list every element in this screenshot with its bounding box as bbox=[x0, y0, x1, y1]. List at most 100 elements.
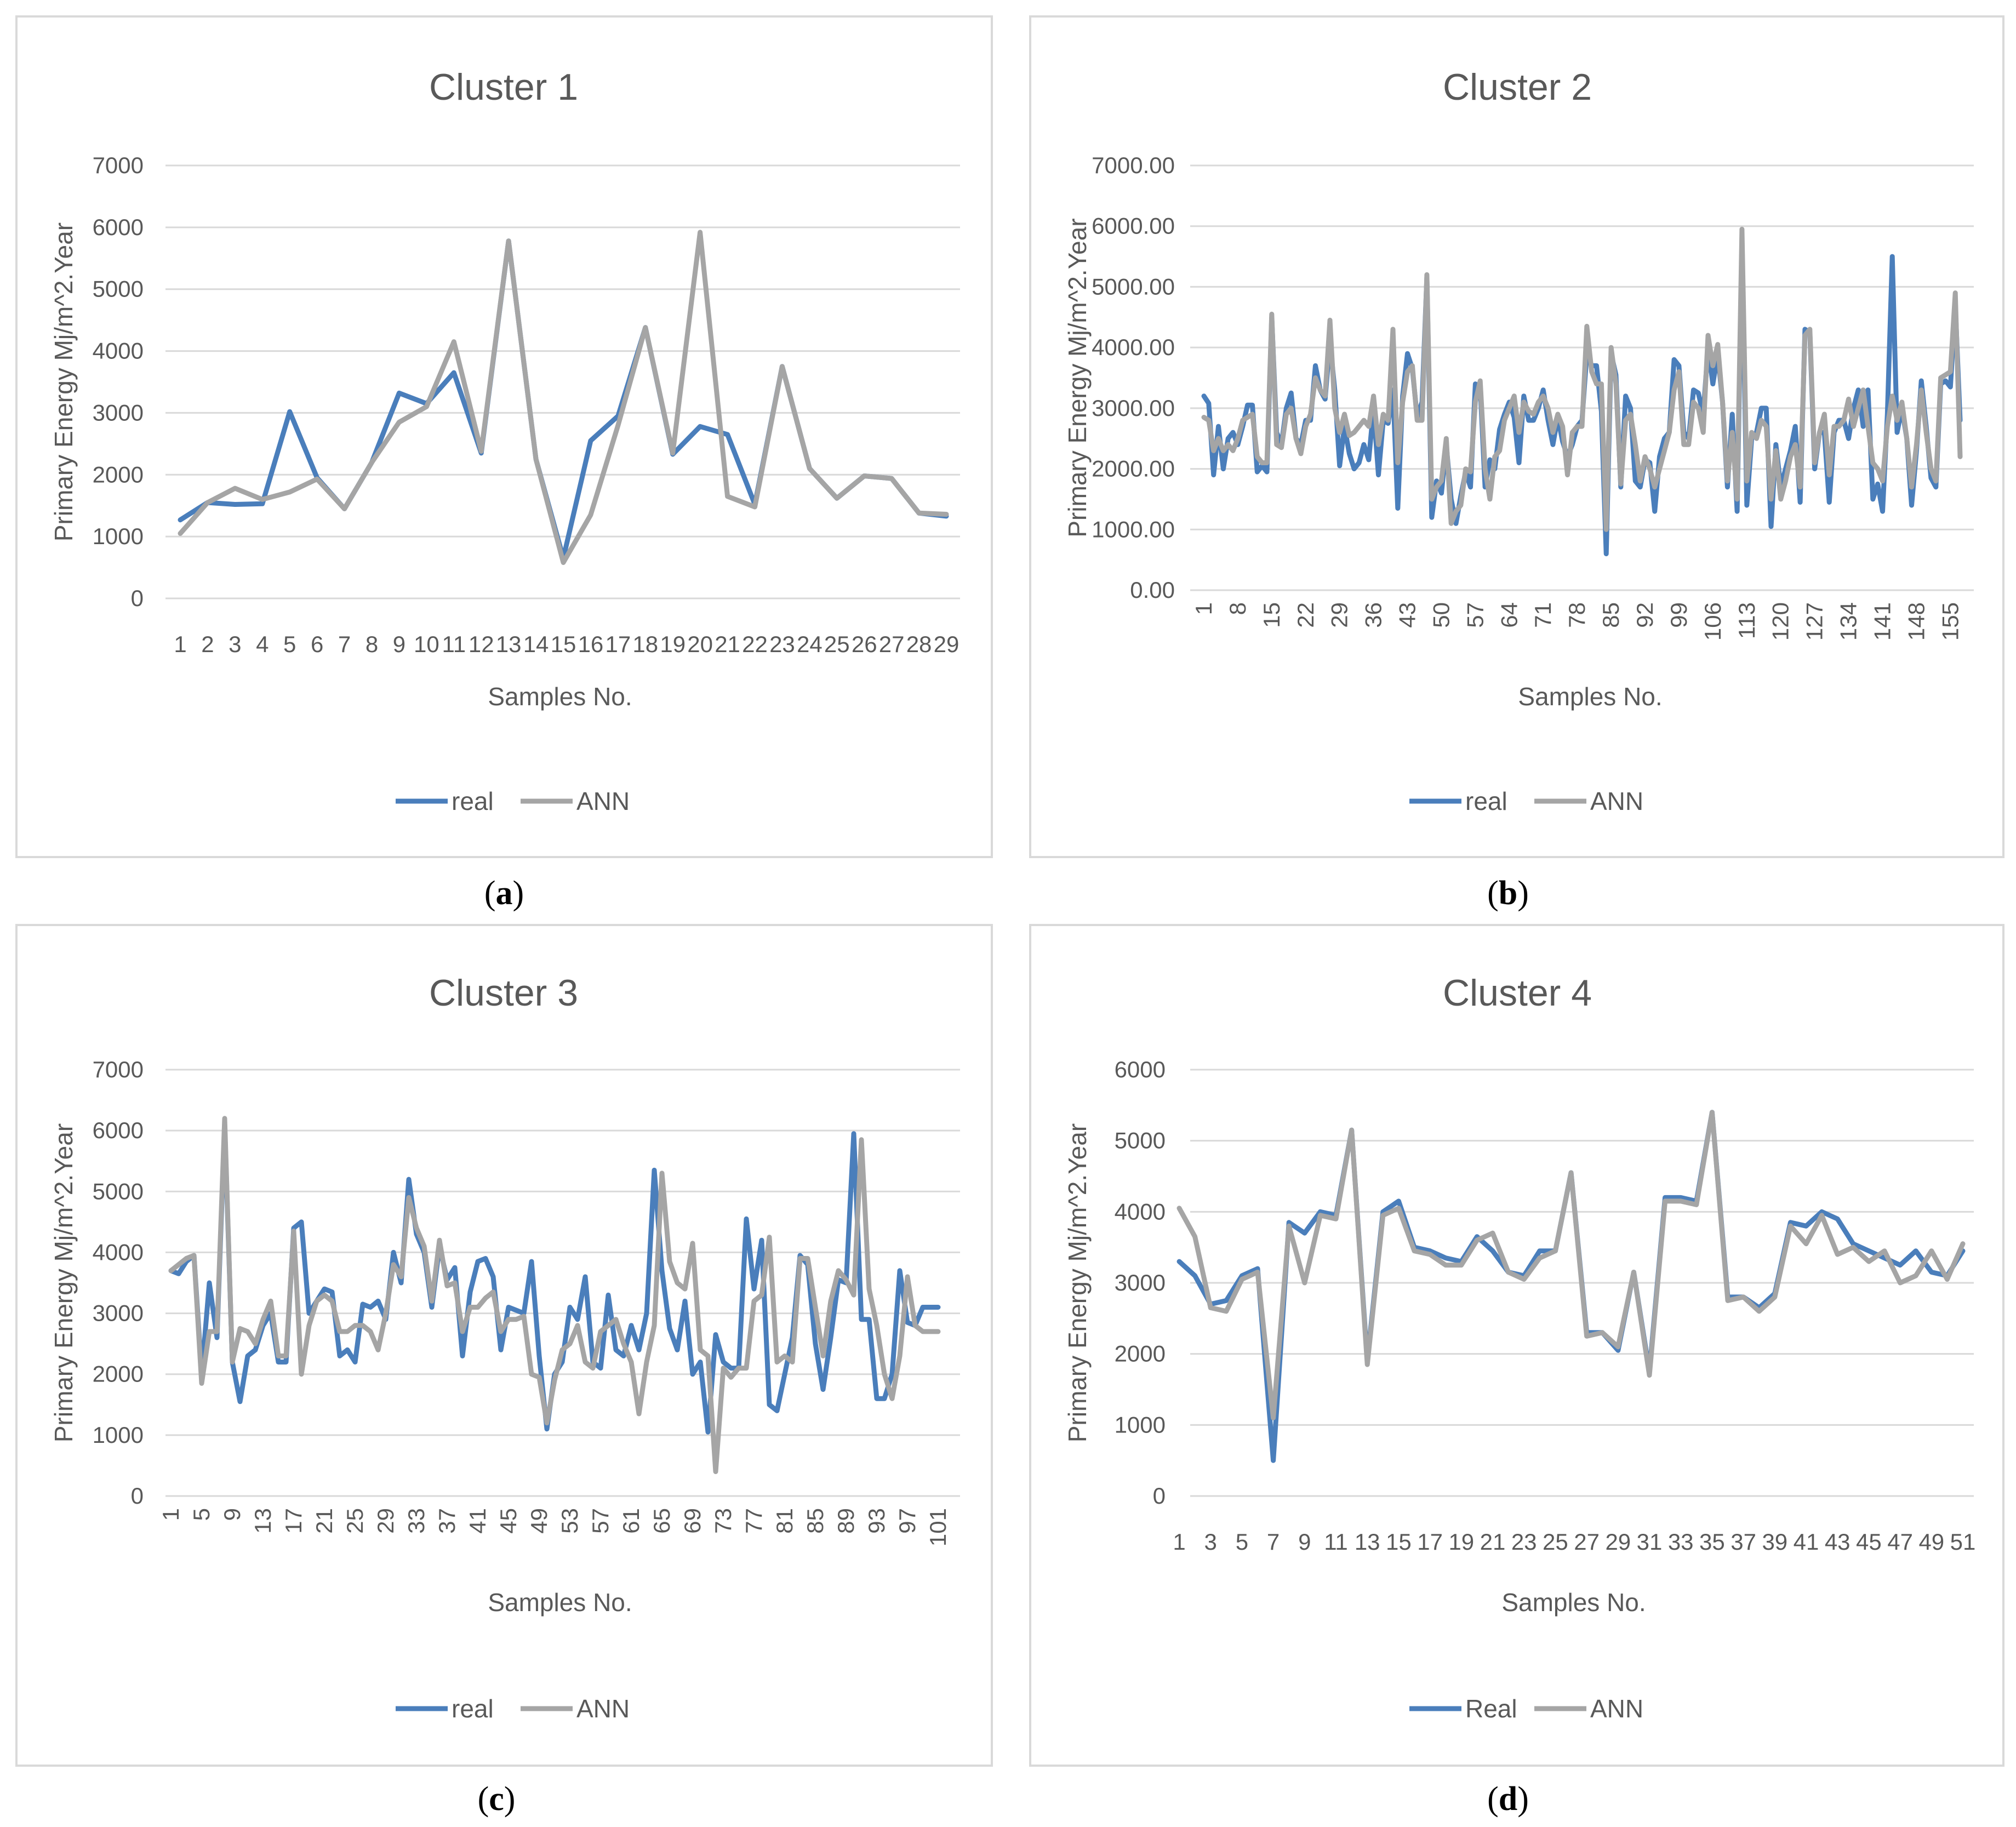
y-tick-label: 1000 bbox=[93, 523, 144, 549]
y-axis-title: Primary Energy Mj/m^2.Year bbox=[1063, 218, 1092, 537]
x-tick-label: 29 bbox=[1327, 602, 1352, 628]
x-tick-label: 17 bbox=[281, 1508, 306, 1534]
x-tick-label: 18 bbox=[632, 631, 658, 657]
x-tick-label: 41 bbox=[465, 1508, 490, 1534]
x-tick-label: 15 bbox=[1386, 1529, 1412, 1555]
x-tick-label: 17 bbox=[1417, 1529, 1443, 1555]
y-axis-title: Primary Energy Mj/m^2.Year bbox=[49, 222, 78, 541]
x-tick-label: 24 bbox=[797, 631, 823, 657]
y-axis-title: Primary Energy Mj/m^2.Year bbox=[49, 1123, 78, 1442]
y-tick-label: 4000 bbox=[1115, 1198, 1166, 1224]
y-tick-label: 6000 bbox=[93, 214, 144, 240]
y-tick-label: 0 bbox=[131, 585, 144, 611]
x-tick-label: 73 bbox=[710, 1508, 736, 1534]
x-tick-label: 16 bbox=[578, 631, 604, 657]
x-tick-label: 13 bbox=[1355, 1529, 1380, 1555]
x-tick-label: 71 bbox=[1530, 602, 1556, 628]
legend-label-real: real bbox=[1465, 787, 1507, 815]
x-tick-label: 127 bbox=[1802, 602, 1827, 641]
x-axis-title: Samples No. bbox=[1518, 682, 1662, 711]
y-tick-label: 7000 bbox=[93, 1057, 144, 1082]
x-tick-label: 14 bbox=[523, 631, 549, 657]
x-tick-label: 141 bbox=[1869, 602, 1895, 641]
x-tick-label: 2 bbox=[201, 631, 214, 657]
x-tick-label: 21 bbox=[1480, 1529, 1506, 1555]
y-tick-label: 3000.00 bbox=[1092, 395, 1175, 421]
y-tick-label: 2000 bbox=[1115, 1341, 1166, 1367]
legend-label-ann: ANN bbox=[576, 1694, 630, 1723]
y-tick-label: 4000.00 bbox=[1092, 334, 1175, 360]
y-tick-label: 6000.00 bbox=[1092, 213, 1175, 239]
chart-title: Cluster 1 bbox=[429, 66, 578, 108]
y-tick-label: 0 bbox=[131, 1483, 144, 1509]
legend-label-ann: ANN bbox=[1590, 1694, 1643, 1723]
x-tick-label: 22 bbox=[742, 631, 768, 657]
x-tick-label: 5 bbox=[1236, 1529, 1248, 1555]
x-tick-label: 10 bbox=[414, 631, 439, 657]
x-tick-label: 57 bbox=[1462, 602, 1488, 628]
x-tick-label: 25 bbox=[1543, 1529, 1568, 1555]
x-tick-label: 9 bbox=[1298, 1529, 1311, 1555]
x-tick-label: 35 bbox=[1699, 1529, 1725, 1555]
x-tick-label: 37 bbox=[1731, 1529, 1756, 1555]
x-tick-label: 45 bbox=[495, 1508, 521, 1534]
chart-title: Cluster 3 bbox=[429, 972, 578, 1014]
x-tick-label: 12 bbox=[469, 631, 494, 657]
chart-cluster-2: Cluster 2 0.00 1000.00 2000.00 3000.00 4000.0… bbox=[1063, 66, 1974, 815]
x-tick-label: 11 bbox=[442, 631, 466, 657]
x-tick-label: 17 bbox=[605, 631, 631, 657]
chart-title: Cluster 4 bbox=[1443, 972, 1592, 1014]
y-tick-label: 6000 bbox=[1115, 1057, 1166, 1082]
x-tick-label: 49 bbox=[1918, 1529, 1944, 1555]
x-tick-label: 21 bbox=[715, 631, 740, 657]
x-tick-label: 9 bbox=[393, 631, 406, 657]
x-tick-label: 15 bbox=[1259, 602, 1284, 628]
y-tick-label: 5000 bbox=[93, 1178, 144, 1204]
x-tick-label: 33 bbox=[403, 1508, 429, 1534]
chart-title: Cluster 2 bbox=[1443, 66, 1592, 108]
x-tick-label: 81 bbox=[772, 1508, 797, 1534]
legend-label-real: real bbox=[452, 1694, 494, 1723]
x-tick-label: 41 bbox=[1794, 1529, 1819, 1555]
x-tick-label: 1 bbox=[174, 631, 186, 657]
x-tick-label: 47 bbox=[1887, 1529, 1913, 1555]
x-tick-label: 15 bbox=[551, 631, 576, 657]
y-tick-label: 1000 bbox=[93, 1422, 144, 1448]
x-tick-label: 113 bbox=[1734, 602, 1760, 639]
chart-panel-d: Cluster 4 0 1000 2000 3000 4000 5000 6000 1 3 5 7 9 1… bbox=[1029, 924, 2004, 1767]
x-tick-label: 51 bbox=[1950, 1529, 1976, 1555]
x-tick-label: 120 bbox=[1768, 602, 1794, 641]
x-tick-label: 23 bbox=[1511, 1529, 1537, 1555]
x-tick-label: 155 bbox=[1937, 602, 1963, 641]
series-line-ann bbox=[1177, 1110, 1966, 1420]
legend-label-ann: ANN bbox=[1590, 787, 1643, 815]
y-tick-label: 3000 bbox=[93, 399, 144, 425]
series-line-ann bbox=[178, 230, 949, 565]
chart-panel-b: Cluster 2 0.00 1000.00 2000.00 3000.00 4000.0… bbox=[1029, 15, 2004, 858]
x-tick-label: 1 bbox=[158, 1508, 184, 1521]
x-tick-label: 13 bbox=[496, 631, 522, 657]
caption-a: (a) bbox=[484, 875, 524, 912]
legend-label-real: Real bbox=[1465, 1694, 1517, 1723]
x-tick-label: 9 bbox=[219, 1508, 245, 1521]
x-tick-label: 4 bbox=[256, 631, 269, 657]
x-tick-label: 1 bbox=[1191, 602, 1217, 615]
y-tick-label: 2000.00 bbox=[1092, 456, 1175, 482]
y-axis-title: Primary Energy Mj/m^2.Year bbox=[1063, 1123, 1092, 1442]
x-tick-label: 7 bbox=[338, 631, 351, 657]
y-tick-label: 5000.00 bbox=[1092, 273, 1175, 299]
x-tick-label: 50 bbox=[1428, 602, 1454, 628]
y-tick-label: 4000 bbox=[93, 338, 144, 364]
x-tick-label: 27 bbox=[879, 631, 905, 657]
y-tick-label: 3000 bbox=[93, 1300, 144, 1326]
x-tick-label: 99 bbox=[1666, 602, 1692, 628]
x-tick-label: 106 bbox=[1700, 602, 1726, 641]
x-tick-label: 77 bbox=[741, 1508, 767, 1534]
x-tick-label: 1 bbox=[1173, 1529, 1185, 1555]
y-tick-label: 0.00 bbox=[1130, 577, 1175, 603]
x-tick-label: 27 bbox=[1574, 1529, 1600, 1555]
x-tick-label: 29 bbox=[1605, 1529, 1631, 1555]
x-tick-label: 7 bbox=[1267, 1529, 1280, 1555]
x-tick-label: 37 bbox=[434, 1508, 460, 1534]
